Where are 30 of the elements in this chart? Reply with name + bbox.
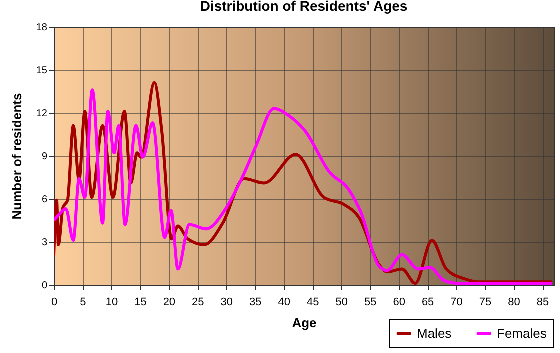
- x-tick-label: 30: [220, 296, 234, 308]
- x-tick-label: 35: [250, 296, 262, 308]
- x-tick-label: 75: [479, 296, 492, 308]
- x-tick-label: 0: [51, 296, 58, 308]
- x-tick-label: 65: [422, 296, 434, 308]
- x-tick-label: 40: [278, 296, 291, 308]
- chart-title: Distribution of Residents' Ages: [200, 0, 408, 14]
- x-tick-label: 10: [106, 296, 118, 308]
- legend-label: Females: [497, 326, 548, 341]
- y-axis-title: Number of residents: [9, 93, 24, 220]
- x-tick-label: 50: [336, 296, 348, 308]
- x-tick-label: 55: [364, 296, 377, 308]
- x-tick-label: 5: [80, 296, 86, 308]
- x-tick-label: 70: [450, 296, 463, 308]
- y-tick-label: 6: [42, 194, 48, 206]
- y-tick-label: 0: [42, 280, 48, 292]
- x-tick-label: 60: [393, 296, 406, 308]
- x-axis-title: Age: [292, 316, 317, 330]
- x-tick-label: 45: [306, 296, 320, 308]
- y-tick-label: 15: [36, 66, 48, 76]
- x-tick-label: 20: [163, 296, 176, 308]
- x-tick-label: 80: [508, 296, 520, 308]
- legend-label: Males: [417, 326, 452, 341]
- y-tick-label: 12: [36, 108, 48, 120]
- x-tick-label: 85: [536, 296, 550, 308]
- y-tick-label: 9: [42, 152, 48, 162]
- y-tick-label: 3: [42, 238, 48, 248]
- x-tick-label: 25: [192, 296, 204, 308]
- x-tick-label: 15: [134, 296, 147, 308]
- y-tick-label: 18: [36, 22, 48, 34]
